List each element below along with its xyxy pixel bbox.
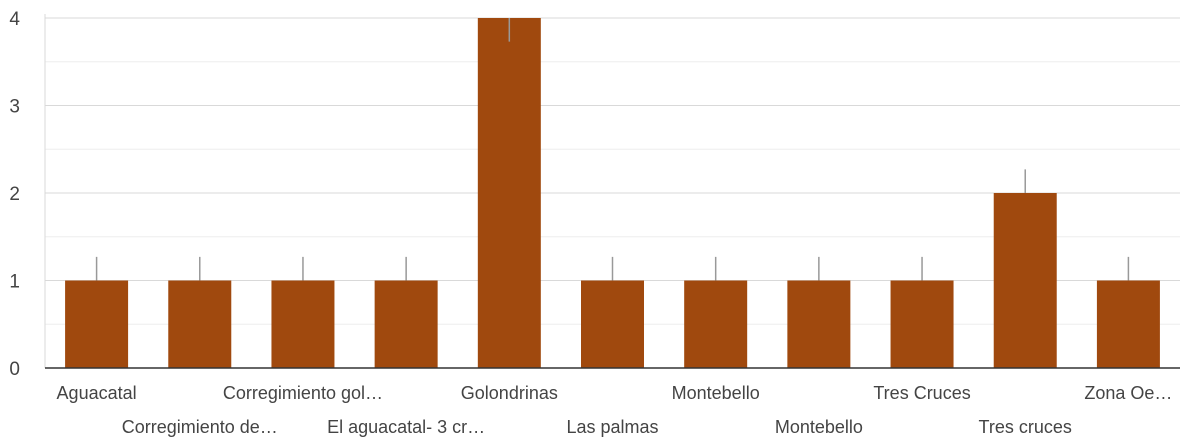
bar — [271, 280, 335, 368]
x-category-label: Tres cruces — [979, 417, 1072, 437]
x-category-label: Golondrinas — [461, 383, 558, 403]
bar — [890, 280, 954, 368]
bars — [65, 18, 1160, 368]
x-category-label: Corregimiento gol… — [223, 383, 383, 403]
x-category-label: Corregimiento de… — [122, 417, 278, 437]
error-bars — [95, 18, 1130, 281]
x-category-label: Montebello — [775, 417, 863, 437]
bar — [374, 280, 438, 368]
x-category-label: Tres Cruces — [873, 383, 970, 403]
category-labels: Aguacatal Corregimiento de… Corregimiento … — [57, 383, 1173, 437]
bar — [684, 280, 748, 368]
y-tick-label: 1 — [9, 272, 20, 293]
bar — [787, 280, 851, 368]
bar — [1096, 280, 1160, 368]
x-category-label: Montebello — [672, 383, 760, 403]
y-tick-label: 3 — [9, 97, 20, 118]
y-tick-label: 2 — [9, 184, 20, 205]
x-category-label: Las palmas — [566, 417, 658, 437]
x-category-label: Aguacatal — [57, 383, 137, 403]
bar — [65, 280, 129, 368]
bar — [168, 280, 232, 368]
y-tick-label: 4 — [9, 9, 20, 30]
bar — [993, 193, 1057, 368]
y-axis-ticks: 0 1 2 3 4 — [9, 9, 20, 380]
bar — [477, 18, 541, 368]
y-tick-label: 0 — [9, 359, 20, 380]
bar — [581, 280, 644, 368]
x-category-label: El aguacatal- 3 cr… — [327, 417, 485, 437]
x-category-label: Zona Oe… — [1084, 383, 1172, 403]
